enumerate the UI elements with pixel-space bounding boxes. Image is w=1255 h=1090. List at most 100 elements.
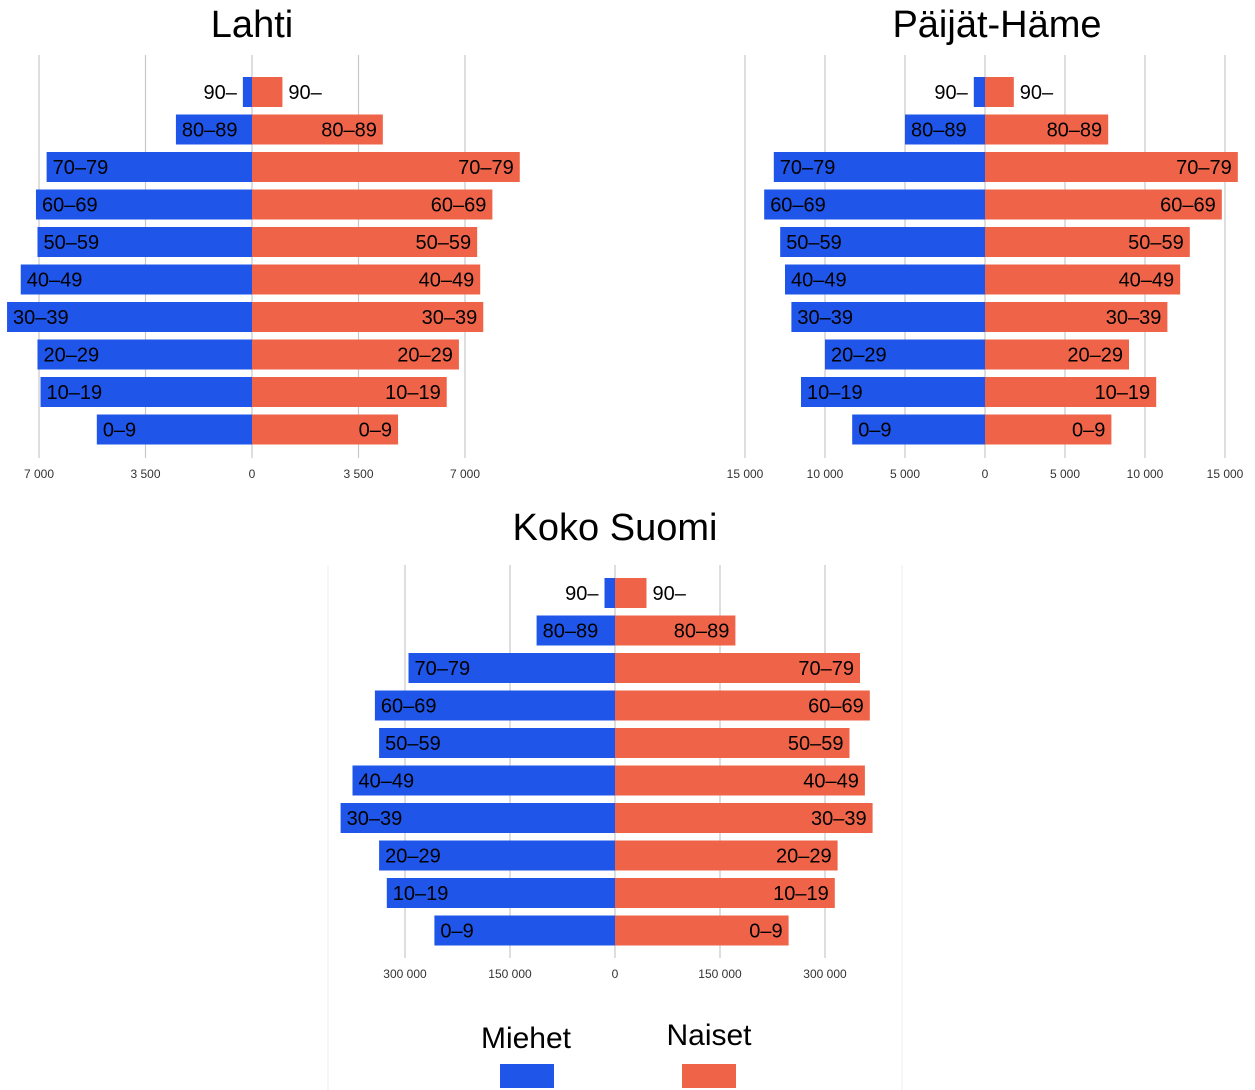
- bar-naiset-30-39: [252, 302, 484, 332]
- bar-label-miehet-70-79: 70–79: [53, 157, 109, 179]
- x-tick-label: 15 000: [1207, 467, 1244, 481]
- legend-swatch-naiset: [682, 1064, 736, 1088]
- bar-label-naiset-50-59: 50–59: [1128, 232, 1184, 254]
- bar-miehet-0-9: [434, 915, 615, 946]
- bar-miehet-60-69: [764, 189, 985, 220]
- bar-label-miehet-70-79: 70–79: [415, 658, 471, 680]
- bar-label-miehet-10-19: 10–19: [47, 382, 103, 404]
- bar-naiset-90-: [615, 578, 647, 608]
- bar-label-miehet-90-: 90–: [934, 82, 968, 104]
- bar-naiset-40-49: [615, 765, 865, 796]
- bar-naiset-40-49: [985, 264, 1181, 295]
- x-tick-label: 5 000: [1050, 467, 1080, 481]
- bar-naiset-10-19: [985, 377, 1157, 407]
- x-tick-label: 10 000: [807, 467, 844, 481]
- bar-label-naiset-90-: 90–: [653, 583, 687, 605]
- bar-label-miehet-30-39: 30–39: [13, 307, 69, 329]
- bar-label-miehet-60-69: 60–69: [42, 195, 98, 217]
- x-tick-label: 0: [612, 967, 619, 981]
- pyramid-chart-kokosuomi: Koko Suomi 90– 90– 80–89 80–89 70–79 70–79 60–6…: [327, 507, 903, 1090]
- x-tick-label: 150 000: [488, 967, 532, 981]
- bar-label-miehet-60-69: 60–69: [381, 696, 437, 718]
- bar-naiset-30-39: [985, 302, 1168, 332]
- bar-label-naiset-60-69: 60–69: [808, 696, 864, 718]
- bar-miehet-80-89: [536, 615, 615, 646]
- bar-label-miehet-20-29: 20–29: [43, 345, 99, 367]
- bar-label-naiset-20-29: 20–29: [397, 345, 453, 367]
- x-tick-label: 3 500: [343, 467, 373, 481]
- bar-label-miehet-70-79: 70–79: [780, 157, 836, 179]
- bar-miehet-40-49: [20, 264, 252, 295]
- bar-miehet-40-49: [352, 765, 615, 796]
- bar-naiset-90-: [985, 77, 1014, 107]
- bar-miehet-60-69: [35, 189, 253, 220]
- bar-miehet-0-9: [96, 414, 252, 445]
- x-tick-label: 0: [982, 467, 989, 481]
- chart-title: Lahti: [211, 4, 293, 46]
- bar-label-naiset-40-49: 40–49: [1119, 270, 1175, 292]
- bar-label-naiset-70-79: 70–79: [798, 658, 854, 680]
- bar-label-naiset-80-89: 80–89: [674, 621, 730, 643]
- x-tick-label: 15 000: [727, 467, 764, 481]
- bar-miehet-80-89: [175, 114, 252, 145]
- bar-label-naiset-60-69: 60–69: [431, 195, 487, 217]
- bar-label-miehet-90-: 90–: [203, 82, 237, 104]
- bar-label-naiset-90-: 90–: [288, 82, 322, 104]
- bar-miehet-90-: [242, 77, 252, 107]
- bar-label-naiset-10-19: 10–19: [385, 382, 441, 404]
- bar-label-miehet-10-19: 10–19: [807, 382, 863, 404]
- x-tick-label: 7 000: [24, 467, 54, 481]
- chart-title: Koko Suomi: [513, 507, 718, 549]
- bar-miehet-80-89: [905, 114, 985, 145]
- bar-miehet-0-9: [852, 414, 985, 445]
- x-tick-label: 150 000: [698, 967, 742, 981]
- bar-naiset-0-9: [252, 414, 399, 445]
- bar-naiset-0-9: [615, 915, 789, 946]
- bar-naiset-70-79: [252, 152, 520, 182]
- pyramid-chart-lahti: Lahti 90– 90– 80–89 80–89 70–79 70–79 60–69 60–6…: [7, 4, 520, 481]
- bar-label-miehet-80-89: 80–89: [911, 120, 967, 142]
- bar-label-naiset-0-9: 0–9: [1072, 420, 1105, 442]
- bar-label-naiset-20-29: 20–29: [776, 846, 832, 868]
- bar-miehet-30-39: [340, 803, 615, 833]
- bar-label-naiset-60-69: 60–69: [1160, 195, 1216, 217]
- bar-naiset-30-39: [615, 803, 873, 833]
- x-tick-label: 3 500: [130, 467, 160, 481]
- bar-label-naiset-30-39: 30–39: [811, 808, 867, 830]
- bar-label-naiset-70-79: 70–79: [458, 157, 514, 179]
- bar-label-naiset-0-9: 0–9: [359, 420, 392, 442]
- bar-label-naiset-0-9: 0–9: [749, 921, 782, 943]
- bar-miehet-30-39: [7, 302, 252, 332]
- bar-naiset-60-69: [615, 690, 870, 721]
- x-tick-label: 5 000: [890, 467, 920, 481]
- x-tick-label: 0: [249, 467, 256, 481]
- legend: Miehet Naiset: [481, 1019, 752, 1088]
- bar-miehet-10-19: [801, 377, 985, 407]
- bar-naiset-50-59: [615, 728, 850, 758]
- bar-label-miehet-40-49: 40–49: [27, 270, 83, 292]
- bar-naiset-70-79: [615, 653, 860, 683]
- bar-label-miehet-80-89: 80–89: [543, 621, 599, 643]
- bar-label-naiset-80-89: 80–89: [1047, 120, 1103, 142]
- bar-miehet-50-59: [37, 227, 252, 257]
- bar-naiset-80-89: [252, 114, 383, 145]
- bar-label-naiset-50-59: 50–59: [788, 733, 844, 755]
- legend-label-miehet: Miehet: [481, 1022, 572, 1055]
- bar-label-miehet-0-9: 0–9: [858, 420, 891, 442]
- bar-miehet-50-59: [379, 728, 615, 758]
- bar-naiset-20-29: [615, 840, 838, 871]
- bar-label-miehet-40-49: 40–49: [791, 270, 847, 292]
- bar-label-naiset-20-29: 20–29: [1067, 345, 1123, 367]
- legend-label-naiset: Naiset: [666, 1019, 752, 1052]
- bar-label-miehet-10-19: 10–19: [393, 883, 449, 905]
- bar-naiset-50-59: [252, 227, 478, 257]
- bar-label-naiset-10-19: 10–19: [773, 883, 829, 905]
- bar-miehet-70-79: [46, 152, 252, 182]
- bar-label-miehet-50-59: 50–59: [786, 232, 842, 254]
- bar-naiset-70-79: [985, 152, 1238, 182]
- x-tick-label: 7 000: [450, 467, 480, 481]
- bar-naiset-0-9: [985, 414, 1112, 445]
- bar-label-naiset-90-: 90–: [1020, 82, 1054, 104]
- bar-naiset-20-29: [252, 339, 459, 370]
